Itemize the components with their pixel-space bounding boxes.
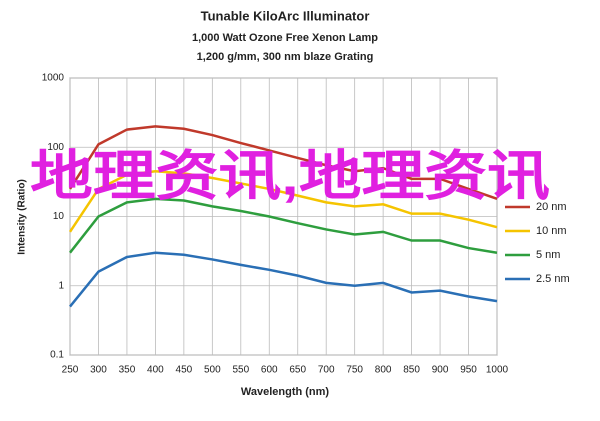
x-tick-label: 900 <box>432 365 449 376</box>
series-line <box>69 197 498 254</box>
y-tick-label: 0.1 <box>50 350 64 361</box>
legend-label: 20 nm <box>536 201 567 213</box>
series-line <box>68 170 498 233</box>
x-tick-label: 350 <box>119 365 136 376</box>
x-axis-label: Wavelength (nm) <box>241 386 330 398</box>
legend-label: 10 nm <box>536 225 567 237</box>
x-tick-label: 700 <box>318 365 335 376</box>
chart-subtitle: 1,200 g/mm, 300 nm blaze Grating <box>197 51 374 63</box>
x-tick-label: 300 <box>90 365 107 376</box>
x-tick-label: 550 <box>232 365 249 376</box>
x-tick-label: 1000 <box>486 365 509 376</box>
series-line <box>68 125 498 201</box>
chart-subtitle: 1,000 Watt Ozone Free Xenon Lamp <box>192 32 378 44</box>
overlay-text: 地理资讯,地理资讯 <box>30 146 550 206</box>
series-line <box>69 251 498 308</box>
x-tick-label: 500 <box>204 365 221 376</box>
chart-title: Tunable KiloArc Illuminator <box>201 8 370 23</box>
legend-label: 5 nm <box>536 249 560 261</box>
x-tick-label: 450 <box>176 365 193 376</box>
x-tick-label: 750 <box>346 365 363 376</box>
x-tick-label: 800 <box>375 365 392 376</box>
y-axis-label: Intensity (Ratio) <box>17 179 28 255</box>
y-tick-label: 100 <box>47 142 64 153</box>
y-tick-label: 1000 <box>42 73 65 84</box>
x-tick-label: 950 <box>460 365 477 376</box>
x-tick-label: 850 <box>403 365 420 376</box>
x-tick-label: 600 <box>261 365 278 376</box>
x-tick-label: 250 <box>62 365 79 376</box>
y-tick-label: 1 <box>58 280 64 291</box>
legend-label: 2.5 nm <box>536 273 570 285</box>
x-tick-label: 400 <box>147 365 164 376</box>
x-tick-label: 650 <box>289 365 306 376</box>
y-tick-label: 10 <box>53 211 65 222</box>
